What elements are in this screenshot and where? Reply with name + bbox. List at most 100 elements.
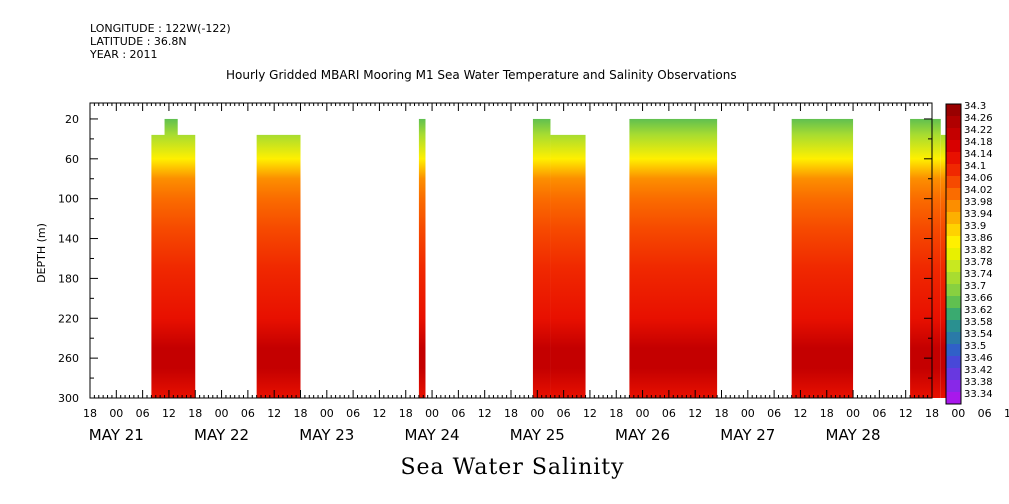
date-label: MAY 22 [194, 426, 249, 444]
data-block [532, 118, 551, 398]
date-label: MAY 27 [720, 426, 775, 444]
variable-label: Sea Water Salinity [400, 455, 625, 480]
colorbar-cell [946, 116, 961, 128]
colorbar-cell [946, 176, 961, 188]
x-tick-label: 00 [636, 407, 650, 420]
data-blocks [151, 118, 959, 398]
x-tick-label: 00 [846, 407, 860, 420]
bottom-label-row: Sea Water Salinity [0, 455, 1009, 480]
colorbar-frame [945, 103, 962, 405]
colorbar-label: 33.34 [964, 389, 993, 400]
data-block [550, 134, 586, 398]
x-tick-label: 18 [925, 407, 939, 420]
colorbar-label: 33.58 [964, 317, 993, 328]
x-tick-label: 12 [583, 407, 597, 420]
data-block [256, 134, 301, 398]
x-tick-label: 00 [215, 407, 229, 420]
x-tick-label: 18 [294, 407, 308, 420]
colorbar-label: 33.46 [964, 353, 993, 364]
colorbar-label: 33.9 [964, 221, 986, 232]
x-tick-label: 06 [346, 407, 360, 420]
date-label: MAY 24 [405, 426, 460, 444]
colorbar-label: 33.62 [964, 305, 993, 316]
colorbar-cell [946, 248, 961, 260]
data-block [791, 118, 854, 398]
colorbar-label: 34.14 [964, 149, 993, 160]
x-tick-label: 12 [162, 407, 176, 420]
colorbar-cell [946, 188, 961, 200]
colorbar-label: 33.94 [964, 209, 993, 220]
colorbar-cell [946, 368, 961, 380]
data-block [164, 118, 178, 398]
colorbar-label: 33.98 [964, 197, 993, 208]
x-tick-label: 12 [267, 407, 281, 420]
colorbar-cell [946, 332, 961, 344]
data-block [629, 118, 718, 398]
colorbar-cell [946, 260, 961, 272]
x-tick-label: 06 [662, 407, 676, 420]
x-tick-label: 06 [451, 407, 465, 420]
x-tick-label: 18 [715, 407, 729, 420]
y-tick-label: 60 [65, 153, 79, 166]
colorbar-cell [946, 236, 961, 248]
colorbar-cell [946, 320, 961, 332]
y-tick-label: 180 [58, 272, 79, 285]
x-tick-label: 12 [1004, 407, 1009, 420]
location-metadata: LONGITUDE : 122W(-122) LATITUDE : 36.8N … [90, 22, 231, 61]
colorbar-label: 34.02 [964, 185, 993, 196]
x-tick-label: 18 [83, 407, 97, 420]
colorbar-cell [946, 140, 961, 152]
colorbar-label: 33.54 [964, 329, 993, 340]
x-tick-label: 12 [899, 407, 913, 420]
x-tick-label: 00 [425, 407, 439, 420]
colorbar-label: 33.38 [964, 377, 993, 388]
x-tick-label: 18 [188, 407, 202, 420]
colorbar-cell [946, 284, 961, 296]
colorbar-label: 33.7 [964, 281, 986, 292]
colorbar-label: 33.42 [964, 365, 993, 376]
x-tick-label: 12 [688, 407, 702, 420]
colorbar-cell [946, 392, 961, 404]
date-label: MAY 21 [89, 426, 144, 444]
year-label: YEAR : 2011 [90, 48, 158, 61]
colorbar-cell [946, 164, 961, 176]
colorbar-cell [946, 212, 961, 224]
y-axis-label: DEPTH (m) [35, 223, 48, 283]
colorbar-label: 33.66 [964, 293, 993, 304]
colorbar-cell [946, 224, 961, 236]
colorbar-label: 34.26 [964, 113, 993, 124]
date-label: MAY 23 [299, 426, 354, 444]
longitude-label: LONGITUDE : 122W(-122) [90, 22, 231, 35]
x-tick-label: 06 [767, 407, 781, 420]
colorbar-cell [946, 104, 961, 116]
y-tick-label: 220 [58, 312, 79, 325]
x-tick-label: 18 [609, 407, 623, 420]
colorbar-label: 34.18 [964, 137, 993, 148]
colorbar-cell [946, 152, 961, 164]
colorbar-cell [946, 272, 961, 284]
x-tick-label: 12 [793, 407, 807, 420]
x-tick-label: 12 [478, 407, 492, 420]
x-tick-label: 06 [978, 407, 992, 420]
latitude-label: LATITUDE : 36.8N [90, 35, 187, 48]
axes: 20 60 100 140 180 220 260 300 18 00 06 12 18 00 06 12 18… [58, 103, 1009, 444]
x-tick-label: 00 [530, 407, 544, 420]
colorbar-label: 34.06 [964, 173, 993, 184]
x-tick-label: 18 [504, 407, 518, 420]
x-tick-label: 00 [741, 407, 755, 420]
date-label: MAY 26 [615, 426, 670, 444]
chart-title: Hourly Gridded MBARI Mooring M1 Sea Wate… [226, 68, 737, 82]
data-block [910, 118, 941, 398]
x-tick-label: 12 [372, 407, 386, 420]
y-tick-label: 20 [65, 113, 79, 126]
date-label: MAY 25 [510, 426, 565, 444]
colorbar-cell [946, 344, 961, 356]
x-tick-label: 18 [399, 407, 413, 420]
colorbar-cell [946, 200, 961, 212]
x-tick-label: 00 [951, 407, 965, 420]
colorbar-cell [946, 380, 961, 392]
x-tick-label: 00 [320, 407, 334, 420]
y-tick-label: 260 [58, 352, 79, 365]
y-tick-label: 300 [58, 392, 79, 405]
